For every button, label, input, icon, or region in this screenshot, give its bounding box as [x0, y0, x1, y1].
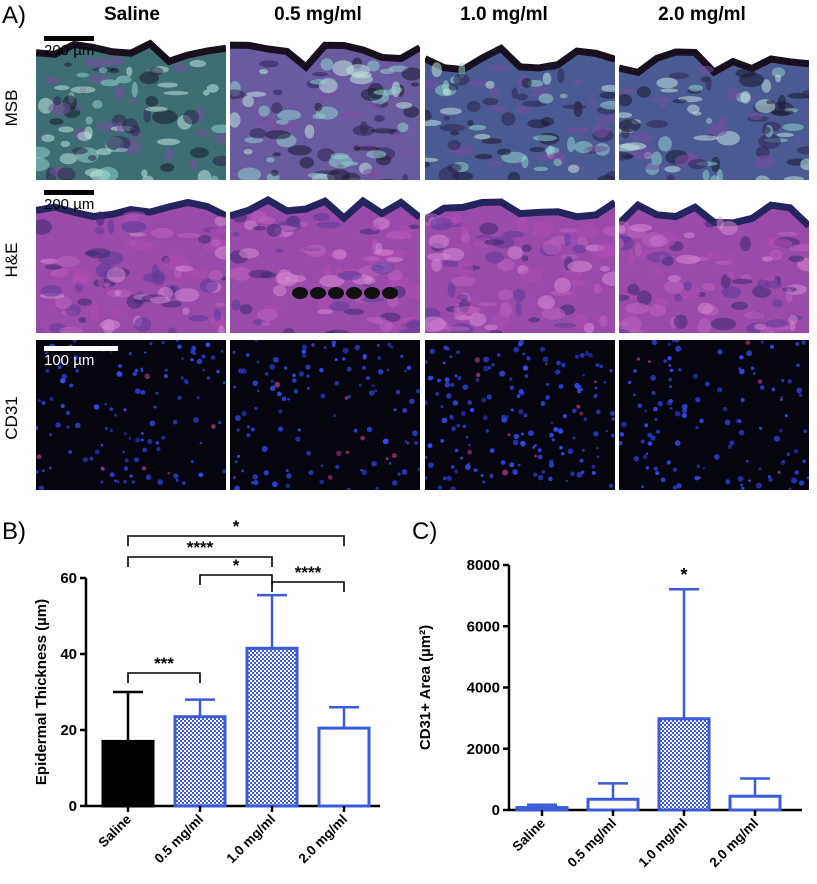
row-header-msb: MSB	[2, 89, 21, 127]
bar-0-5-mg-ml	[586, 797, 640, 812]
x-tick-label: 2.0 mg/ml	[295, 812, 350, 867]
bar-2-0-mg-ml	[728, 794, 782, 812]
column-header-2-0: 2.0 mg/ml	[658, 4, 746, 25]
x-tick-label: 0.5 mg/ml	[151, 812, 206, 867]
y-tick-label: 2000	[467, 741, 500, 758]
y-tick-label: 6000	[467, 618, 500, 635]
row-header-cd31: CD31	[2, 396, 21, 440]
cd31-area-chart: 0 2000 4000 6000 8000 CD31+ Area (µm²) Saline 0…	[417, 557, 802, 871]
micrograph-msb-1	[230, 30, 420, 180]
bar-0-5-mg-ml	[173, 715, 227, 808]
micrograph-he-0	[36, 183, 226, 333]
x-tick-label: 1.0 mg/ml	[635, 816, 690, 871]
y-tick-label: 0	[492, 802, 500, 819]
x-tick-label: 2.0 mg/ml	[706, 816, 761, 871]
bar-2-0-mg-ml	[317, 726, 371, 808]
significance-bracket	[127, 556, 273, 567]
row-header-he: H&E	[2, 242, 21, 278]
significance-bracket	[127, 672, 201, 683]
epidermal-thickness-chart: 0 20 40 60 Epidermal Thickness (µm) Saline 0.5…	[33, 520, 380, 867]
significance-label: *	[233, 520, 240, 536]
x-tick-label: 1.0 mg/ml	[223, 812, 278, 867]
scale-bar-msb: 200 µm	[44, 36, 94, 59]
y-axis-label: CD31+ Area (µm²)	[417, 625, 434, 750]
column-header-saline: Saline	[104, 4, 160, 25]
significance-label: *	[233, 556, 240, 575]
significance-label: ***	[154, 654, 174, 673]
bar-saline	[101, 739, 155, 808]
micrograph-cd31-3	[619, 340, 809, 490]
bar-1-0-mg-ml	[657, 717, 711, 812]
x-tick-label: Saline	[509, 815, 548, 854]
column-header-1-0: 1.0 mg/ml	[460, 4, 548, 25]
panel-b-label: B)	[2, 518, 26, 545]
significance-bracket	[127, 535, 345, 546]
y-tick-label: 0	[69, 798, 77, 815]
panel-c-label: C)	[412, 518, 438, 545]
x-tick-label: Saline	[95, 811, 134, 850]
scale-bar-cd31: 100 µm	[44, 346, 118, 369]
bar-saline	[515, 806, 569, 812]
y-tick-label: 8000	[467, 557, 500, 574]
micrograph-msb-0	[36, 30, 226, 180]
scale-bar-he: 200 µm	[44, 190, 94, 213]
y-axis-label: Epidermal Thickness (µm)	[33, 599, 50, 785]
micrograph-he-3	[619, 183, 809, 333]
y-tick-label: 20	[60, 722, 77, 739]
micrograph-cd31-2	[425, 340, 615, 490]
panel-a-label: A)	[2, 2, 26, 29]
micrograph-he-1	[230, 183, 420, 333]
micrograph-msb-2	[425, 30, 615, 180]
column-header-0-5: 0.5 mg/ml	[274, 4, 362, 25]
y-tick-label: 60	[60, 570, 77, 587]
significance-label: *	[680, 565, 687, 585]
bar-1-0-mg-ml	[245, 646, 299, 808]
micrograph-cd31-1	[230, 340, 420, 490]
significance-bracket	[199, 574, 273, 585]
micrograph-msb-3	[619, 30, 809, 180]
y-tick-label: 40	[60, 646, 77, 663]
significance-label: ****	[187, 538, 214, 557]
micrograph-he-2	[425, 183, 615, 333]
y-tick-label: 4000	[467, 680, 500, 697]
x-tick-label: 0.5 mg/ml	[564, 816, 619, 871]
significance-bracket	[271, 581, 345, 592]
significance-label: ****	[295, 563, 322, 582]
